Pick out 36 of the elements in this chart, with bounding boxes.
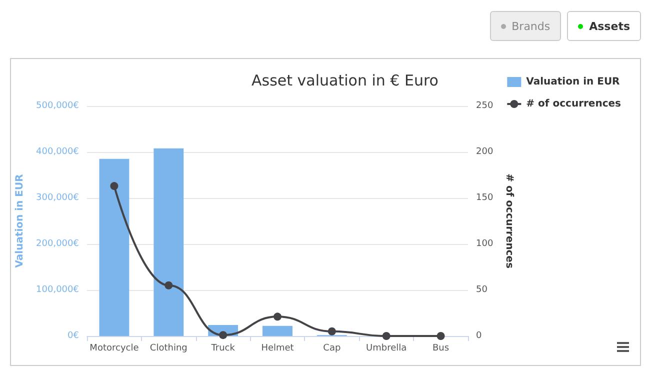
y2-tick-label: 250 [476,101,494,111]
y2-tick-label: 100 [476,239,494,249]
point [110,182,118,190]
y-tick-label: 200,000€ [36,239,80,249]
y-tick-label: 500,000€ [36,101,80,111]
bar [262,326,292,336]
legend-label: Valuation in EUR [526,76,620,88]
x-tick-label: Clothing [150,344,188,354]
y2-tick-label: 200 [476,147,494,157]
y2-tick-label: 50 [476,285,488,295]
toggle-button: Assets [567,11,641,41]
y2-tick-label: 150 [476,193,494,203]
y-tick-label: 100,000€ [36,285,80,295]
legend-label: # of occurrences [526,98,622,110]
y-tick-label: 400,000€ [36,147,80,157]
y2-tick-label: 0 [476,331,482,341]
x-tick-label: Bus [432,344,450,354]
point [219,331,228,340]
point [164,281,173,290]
point [274,312,282,321]
y-tick-label: 300,000€ [36,193,80,203]
x-tick-label: Motorcycle [90,344,140,354]
x-tick-label: Helmet [261,344,294,354]
point [436,332,445,340]
x-tick-label: Cap [323,344,341,354]
y-tick-label: 0€ [68,331,80,341]
bar [99,158,130,336]
chart-title: Asset valuation in € Euro [252,72,438,90]
point [328,327,336,336]
x-tick-label: Truck [210,344,236,354]
point [382,332,390,340]
bar [154,148,184,336]
y2-axis-title: # of occurrences [504,174,515,268]
y-axis-title: Valuation in EUR [14,174,26,268]
x-tick-label: Umbrella [366,344,407,354]
toggle-button: Brands [490,11,562,41]
